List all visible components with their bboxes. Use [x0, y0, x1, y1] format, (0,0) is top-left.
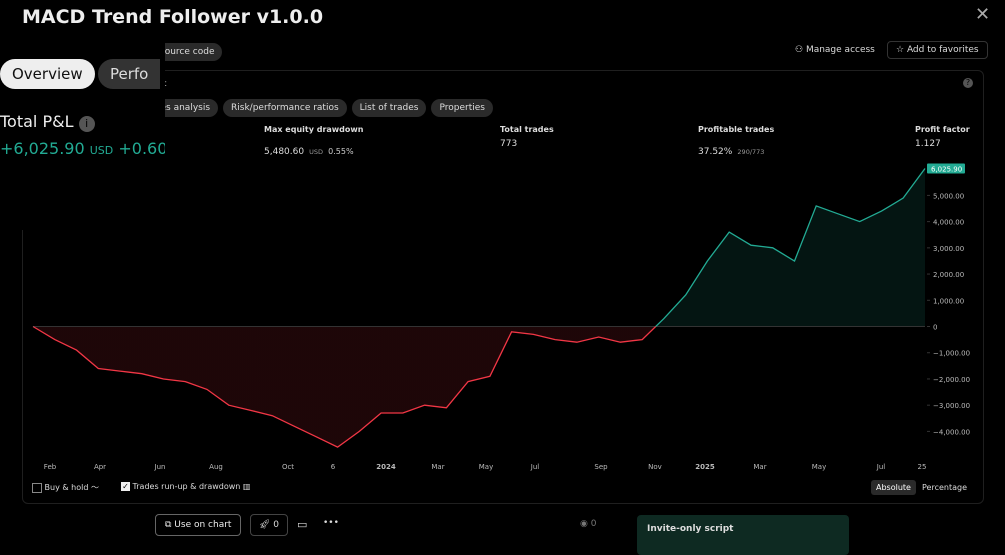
- overlay: Overview Perfo Total P&L i +6,025.90 USD…: [0, 40, 165, 230]
- pnl-value: +6,025.90: [0, 139, 85, 158]
- stat: Max equity drawdown 5,480.60 USD 0.55%: [264, 125, 364, 158]
- y-tick-label: 3,000.00: [933, 245, 964, 253]
- stat: Total trades 773: [500, 125, 554, 149]
- x-tick-label: Nov: [648, 463, 662, 471]
- stat-value: 1.127: [915, 139, 941, 149]
- subtab[interactable]: List of trades: [351, 99, 427, 117]
- x-tick-label: Jun: [154, 463, 166, 471]
- x-tick-label: Oct: [282, 463, 294, 471]
- invite-title: Invite-only script: [647, 524, 734, 534]
- stat-label: Max equity drawdown: [264, 125, 364, 134]
- y-tick-label: −2,000.00: [933, 376, 970, 384]
- label: Trades run-up & drawdown: [132, 482, 241, 491]
- stat-extra: 290/773: [737, 148, 765, 156]
- tab[interactable]: Overview: [0, 59, 95, 89]
- last-value-tag: [927, 163, 965, 174]
- subtab[interactable]: les analysis: [150, 99, 219, 117]
- title: MACD Trend Follower v1.0.0: [22, 6, 324, 28]
- check[interactable]: ✓ Trades run-up & drawdown ▥: [121, 482, 251, 491]
- x-tick-label: 2025: [695, 463, 715, 471]
- y-tick-label: 1,000.00: [933, 297, 964, 305]
- subtabs: les analysis Risk/performance ratios List …: [150, 99, 493, 117]
- label: Buy & hold: [44, 483, 89, 492]
- count: 0: [273, 520, 280, 530]
- stat: Profitable trades 37.52% 290/773: [698, 125, 774, 158]
- pnl-pct: +0.60: [118, 139, 165, 158]
- stat-value: 5,480.60: [264, 147, 305, 157]
- check[interactable]: Buy & hold 〜: [32, 482, 99, 493]
- use-on-chart[interactable]: ⧉ Use on chart: [155, 514, 242, 536]
- pnl: +6,025.90 USD +0.60: [0, 139, 165, 158]
- stat-extra: 0.55%: [328, 147, 354, 156]
- invite-box: Invite-only script: [637, 515, 849, 555]
- unit: USD: [89, 144, 114, 157]
- label: Use on chart: [174, 520, 232, 530]
- manage-access[interactable]: ⚇ Manage access: [795, 45, 875, 55]
- y-tick-label: 2,000.00: [933, 271, 964, 279]
- y-tick-label: −1,000.00: [933, 350, 970, 358]
- y-tick-label: −3,000.00: [933, 402, 970, 410]
- x-tick-label: 6: [331, 463, 336, 471]
- label: Total P&L: [0, 112, 74, 131]
- x-tick-label: Apr: [94, 463, 106, 471]
- subtab[interactable]: Risk/performance ratios: [223, 99, 347, 117]
- x-tick-label: May: [479, 463, 493, 471]
- x-tick-label: May: [812, 463, 826, 471]
- stat: Profit factor 1.127: [915, 125, 970, 149]
- x-tick-label: Mar: [431, 463, 444, 471]
- x-tick-label: Jul: [876, 463, 886, 471]
- y-tick-label: 5,000.00: [933, 192, 964, 200]
- x-tick-label: Sep: [594, 463, 608, 471]
- mode[interactable]: Absolute: [871, 480, 916, 495]
- report-panel: [22, 70, 984, 504]
- y-tick-label: 0: [933, 324, 937, 332]
- x-tick-label: Mar: [753, 463, 766, 471]
- views: ◉ 0: [580, 519, 597, 529]
- comments[interactable]: ▭: [297, 518, 308, 531]
- count: 0: [590, 519, 597, 529]
- y-tick-label: 4,000.00: [933, 219, 964, 227]
- more[interactable]: •••: [323, 518, 339, 528]
- stat-value: 773: [500, 139, 518, 149]
- help[interactable]: ?: [963, 78, 973, 88]
- x-tick-label: Feb: [44, 463, 57, 471]
- boost[interactable]: 🚀︎ 0: [250, 514, 289, 536]
- equity-area: [33, 168, 925, 448]
- equity-line: [32, 168, 926, 448]
- stat-value: 37.52%: [698, 147, 733, 157]
- y-tick-label: −4,000.00: [933, 428, 970, 436]
- unit: USD: [309, 148, 324, 156]
- label: Add to favorites: [906, 45, 979, 55]
- x-tick-label: Aug: [209, 463, 223, 471]
- close[interactable]: ✕: [975, 4, 991, 25]
- x-tick-label: Jul: [530, 463, 540, 471]
- pnl-label: Total P&L i: [0, 112, 95, 132]
- label: Manage access: [805, 45, 875, 55]
- subtab[interactable]: Properties: [431, 99, 493, 117]
- stat-label: Profitable trades: [698, 125, 775, 134]
- x-tick-label: 25: [918, 463, 927, 471]
- stat-label: Total trades: [500, 125, 554, 134]
- tab[interactable]: Perfo: [98, 59, 161, 89]
- last-value-label: 6,025.90: [931, 165, 962, 173]
- tab[interactable]: Source code: [151, 43, 223, 61]
- favorites[interactable]: ☆ Add to favorites: [887, 41, 988, 59]
- stat-label: Profit factor: [915, 125, 970, 134]
- mode[interactable]: Percentage: [922, 483, 968, 492]
- x-tick-label: 2024: [376, 463, 396, 471]
